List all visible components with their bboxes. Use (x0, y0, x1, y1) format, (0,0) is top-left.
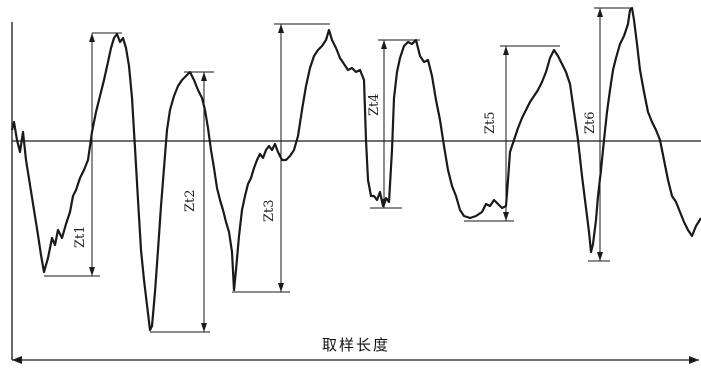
zt1-dimension: Zt1 (44, 32, 122, 277)
roughness-profile-curve (10, 6, 701, 332)
zt3-dimension: Zt3 (232, 23, 330, 293)
zt5-label: Zt5 (483, 111, 498, 134)
zt5-dimension: Zt5 (464, 45, 560, 222)
sampling-length-arrow (12, 356, 699, 364)
zt2-dimension: Zt2 (150, 71, 214, 333)
sampling-length-label: 取样长度 (322, 336, 390, 354)
zt2-label: Zt2 (183, 189, 198, 212)
zt6-label: Zt6 (583, 111, 598, 134)
zt1-label: Zt1 (73, 225, 88, 248)
zt4-label: Zt4 (367, 93, 382, 116)
zt6-dimension: Zt6 (583, 7, 632, 262)
zt3-label: Zt3 (262, 199, 277, 222)
zt4-dimension: Zt4 (367, 39, 420, 209)
